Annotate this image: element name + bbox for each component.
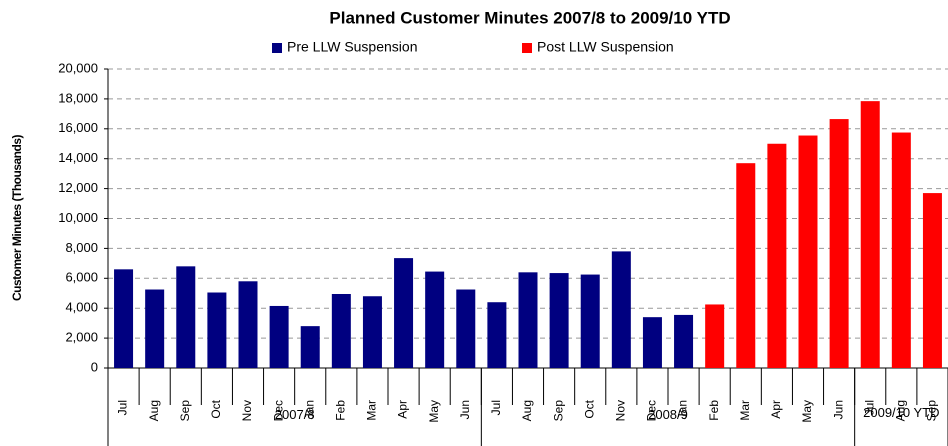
legend-marker (272, 43, 282, 53)
x-tick-label: Jun (458, 400, 472, 419)
x-tick-label: Jul (489, 400, 503, 415)
bar (394, 258, 414, 368)
bar (300, 326, 320, 368)
x-tick-label: Sep (925, 400, 939, 422)
bar (891, 132, 911, 368)
y-tick-label: 14,000 (58, 150, 98, 165)
x-tick-label: Feb (334, 400, 348, 421)
x-tick-label: Jun (831, 400, 845, 419)
bar (518, 272, 538, 368)
x-tick-label: Aug (520, 400, 534, 421)
y-tick-label: 20,000 (58, 60, 98, 75)
bar (736, 163, 756, 368)
x-tick-label: Oct (582, 399, 596, 418)
bar (362, 296, 382, 368)
x-tick-label: Jul (862, 400, 876, 415)
bar (611, 251, 631, 368)
bar (331, 293, 351, 368)
x-tick-label: Apr (769, 400, 783, 419)
x-tick-label: Jan (676, 400, 690, 419)
group-label: 2008/9 (648, 407, 688, 422)
y-tick-label: 12,000 (58, 180, 98, 195)
bar (549, 273, 569, 368)
y-tick-label: 18,000 (58, 90, 98, 105)
bar (114, 269, 134, 368)
x-tick-label: Sep (551, 400, 565, 422)
bar (922, 193, 942, 368)
x-tick-label: Sep (178, 400, 192, 422)
bar (642, 317, 662, 368)
y-tick-label: 10,000 (58, 210, 98, 225)
bar (456, 289, 476, 368)
x-tick-label: Aug (147, 400, 161, 421)
bar (425, 271, 445, 368)
y-tick-label: 6,000 (65, 270, 98, 285)
bar (487, 302, 507, 368)
x-tick-label: Dec (271, 400, 285, 421)
bar (238, 281, 258, 368)
bar (798, 135, 818, 368)
x-tick-label: Mar (738, 400, 752, 421)
x-tick-label: Jan (302, 400, 316, 419)
bar (207, 292, 227, 368)
y-tick-label: 8,000 (65, 240, 98, 255)
bar (145, 289, 165, 368)
x-tick-label: Apr (396, 400, 410, 419)
y-tick-label: 16,000 (58, 120, 98, 135)
bar (829, 119, 849, 369)
y-tick-label: 4,000 (65, 300, 98, 315)
legend-label: Post LLW Suspension (537, 39, 674, 55)
x-tick-label: Feb (707, 400, 721, 421)
x-tick-label: Jul (116, 400, 130, 415)
bar (269, 305, 289, 368)
bar (674, 314, 694, 368)
x-tick-label: Nov (240, 400, 254, 421)
legend-marker (522, 43, 532, 53)
bar (176, 266, 196, 368)
x-tick-label: Aug (894, 400, 908, 421)
x-tick-label: May (427, 400, 441, 423)
chart-title: Planned Customer Minutes 2007/8 to 2009/… (329, 8, 730, 27)
x-tick-label: Mar (365, 400, 379, 421)
bar (860, 101, 880, 368)
y-tick-label: 0 (91, 359, 98, 374)
bar (580, 274, 600, 368)
group-label: 2009/10 YTD (863, 405, 940, 420)
x-tick-label: Nov (614, 400, 628, 421)
group-label: 2007/8 (274, 407, 315, 422)
y-axis-title: Customer Minutes (Thousands) (10, 134, 24, 301)
legend-label: Pre LLW Suspension (287, 39, 417, 55)
x-tick-label: May (800, 400, 814, 423)
bar (767, 143, 787, 368)
x-tick-label: Dec (645, 400, 659, 421)
y-tick-label: 2,000 (65, 330, 98, 345)
bar (705, 304, 725, 368)
x-tick-label: Oct (209, 399, 223, 418)
